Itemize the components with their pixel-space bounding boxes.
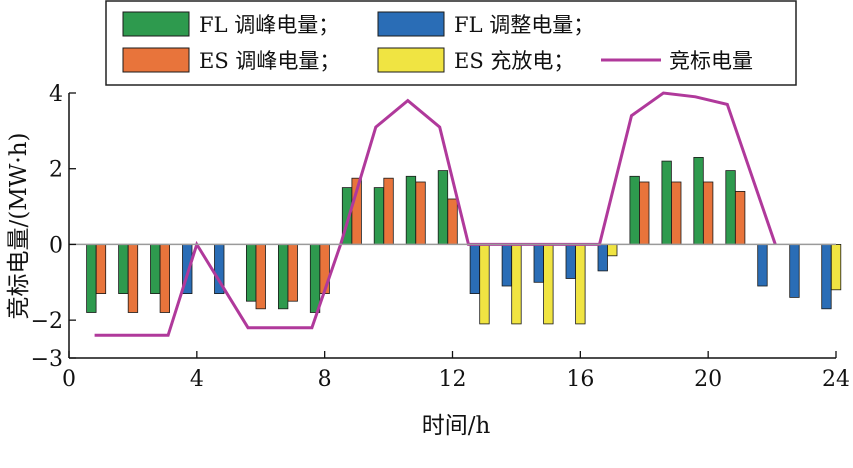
bar-series-4-hour-15 <box>543 243 554 325</box>
bar-series-1-hour-1 <box>86 243 97 313</box>
x-axis-title: 时间/h <box>422 413 491 439</box>
bar-series-1-hour-7 <box>277 243 289 310</box>
bar-series-3-hour-22 <box>757 243 768 287</box>
bar-series-2-hour-10 <box>383 177 394 245</box>
legend: FL 调峰电量； FL 调整电量； ES 调峰电量； ES 充放电； 竞标电量 <box>105 0 797 86</box>
bar-series-1-hour-10 <box>373 187 385 245</box>
y-tick-label-4: 4 <box>49 82 63 107</box>
bar-series-3-hour-14 <box>501 243 513 287</box>
bar-series-2-hour-12 <box>447 198 458 245</box>
bar-series-2-hour-11 <box>415 181 426 245</box>
y-tick-label-2: 2 <box>49 158 63 183</box>
legend-label-5: 竞标电量 <box>669 49 753 73</box>
bar-series-4-hour-24 <box>830 243 842 291</box>
legend-label-3: ES 调峰电量； <box>199 49 340 73</box>
bar-series-1-hour-3 <box>150 243 161 294</box>
legend-swatch-1 <box>122 11 190 37</box>
bar-series-1-hour-12 <box>437 170 449 245</box>
legend-swatch-3 <box>122 47 190 73</box>
bar-series-3-hour-23 <box>789 243 800 298</box>
bar-series-3-hour-16 <box>565 243 576 279</box>
bar-series-2-hour-20 <box>703 181 714 245</box>
bar-series-4-hour-14 <box>511 243 522 325</box>
bar-series-2-hour-19 <box>671 181 682 245</box>
x-tick-label-20: 20 <box>694 367 722 392</box>
legend-label-4: ES 充放电； <box>454 49 574 73</box>
bars-layer <box>86 156 842 325</box>
y-axis-title: 竞标电量/(MW·h) <box>6 132 32 319</box>
x-tick-label-24: 24 <box>822 367 850 392</box>
bar-series-2-hour-2 <box>127 243 139 313</box>
legend-label-2: FL 调整电量； <box>454 13 594 37</box>
bar-series-1-hour-21 <box>725 170 736 245</box>
bar-series-2-hour-21 <box>735 190 746 245</box>
bar-series-4-hour-16 <box>575 243 586 325</box>
x-tick-label-0: 0 <box>62 367 76 392</box>
bar-series-1-hour-8 <box>309 243 321 313</box>
bid-energy-line <box>94 91 777 337</box>
x-tick-label-4: 4 <box>190 367 204 392</box>
bar-series-1-hour-18 <box>629 175 640 245</box>
legend-swatch-4 <box>377 47 445 73</box>
bar-series-2-hour-7 <box>287 243 298 302</box>
legend-label-1: FL 调峰电量； <box>199 13 339 37</box>
bar-series-3-hour-17 <box>597 243 608 272</box>
y-tick-label-0: 0 <box>49 233 63 258</box>
bar-series-3-hour-15 <box>533 243 544 283</box>
bar-series-4-hour-17 <box>607 243 618 257</box>
bar-series-3-hour-24 <box>821 243 832 310</box>
y-tick-label--3: −3 <box>31 347 63 372</box>
x-tick-label-16: 16 <box>566 367 594 392</box>
legend-box <box>105 0 797 86</box>
bar-series-1-hour-2 <box>118 243 129 294</box>
bar-series-2-hour-6 <box>255 243 266 310</box>
bar-series-3-hour-13 <box>469 243 481 294</box>
bar-series-2-hour-18 <box>639 181 650 245</box>
x-tick-label-12: 12 <box>439 367 467 392</box>
bar-series-1-hour-6 <box>245 243 257 302</box>
bar-series-1-hour-11 <box>405 175 417 245</box>
x-tick-label-8: 8 <box>318 367 332 392</box>
line-layer <box>94 91 777 337</box>
bar-series-1-hour-20 <box>693 156 704 245</box>
y-tick-label--2: −2 <box>31 309 63 334</box>
bar-series-1-hour-19 <box>661 160 672 245</box>
legend-swatch-2 <box>377 11 445 37</box>
bar-series-2-hour-1 <box>95 243 107 294</box>
bar-series-2-hour-3 <box>159 243 171 313</box>
bar-series-4-hour-13 <box>479 243 490 325</box>
